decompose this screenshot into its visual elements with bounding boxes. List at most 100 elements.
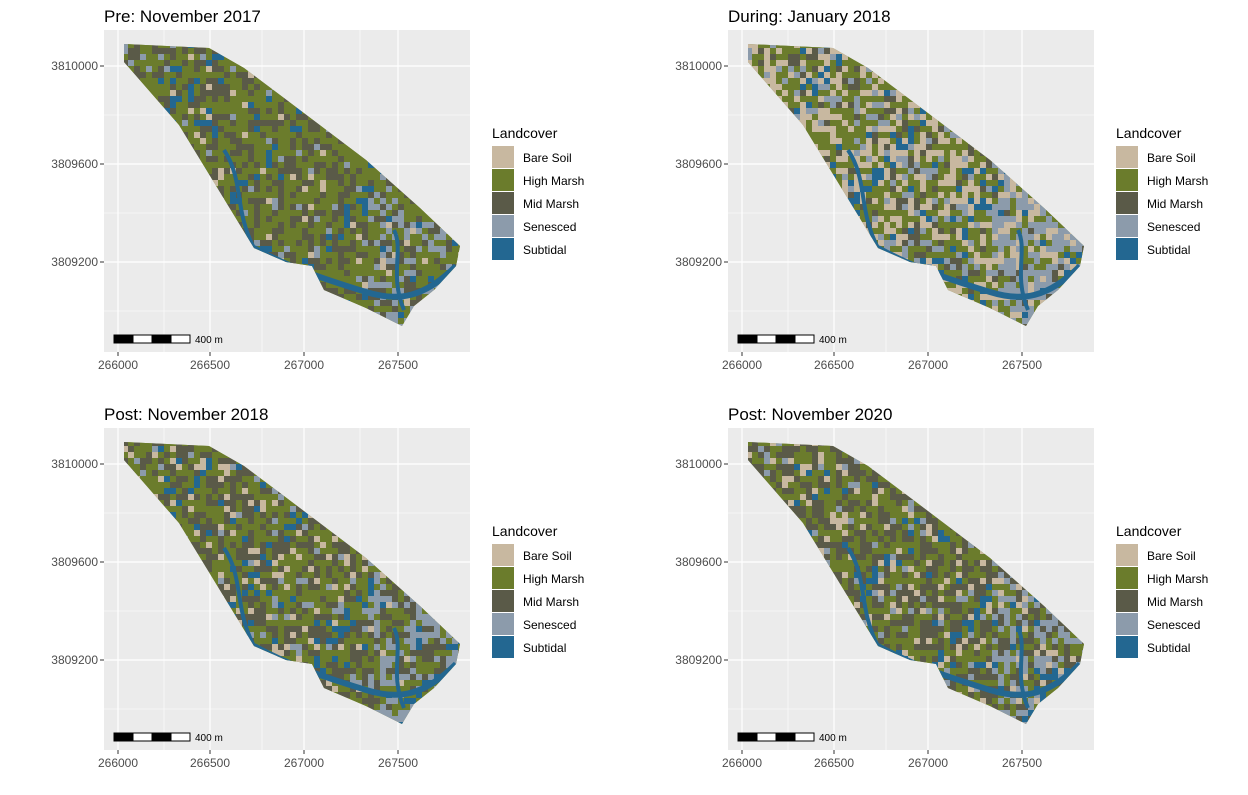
y-tick-label: 3810000 [675,59,722,73]
legend-label: Mid Marsh [523,197,579,211]
x-tick-label: 267000 [284,358,324,372]
legend-label: High Marsh [523,572,584,586]
x-tick-label: 267000 [908,756,948,770]
scale-bar-segment [151,334,172,344]
legend-label: High Marsh [1147,572,1208,586]
y-tick-label: 3809200 [675,255,722,269]
scale-bar-segment [794,732,815,742]
scale-bar-segment [775,732,796,742]
scale-bar-segment [132,732,153,742]
legend-swatch [492,169,514,191]
map-panel-2: During: January 2018 400 m 3810000 3809600 3… [675,7,1208,372]
x-tick-label: 266000 [98,756,138,770]
scale-bar-segment [737,732,758,742]
legend-swatch [1116,169,1138,191]
legend-label: Subtidal [1147,641,1190,655]
legend-swatch [492,613,514,635]
legend-swatch [1116,146,1138,168]
legend-swatch [1116,590,1138,612]
x-tick-label: 267500 [1002,756,1042,770]
y-tick-label: 3809600 [51,555,98,569]
legend: Landcover Bare Soil High Marsh Mid Marsh Sen… [1116,523,1208,658]
legend-label: Subtidal [1147,243,1190,257]
scale-bar-label: 400 m [195,733,223,744]
legend: Landcover Bare Soil High Marsh Mid Marsh Sen… [492,125,584,260]
tidal-creek [1016,627,1030,709]
panel-title: Post: November 2020 [728,405,892,424]
legend-label: Senesced [1147,220,1200,234]
legend-title: Landcover [492,125,558,141]
legend-label: Bare Soil [523,151,572,165]
tidal-creek [1016,229,1030,311]
x-tick-label: 266000 [722,358,762,372]
legend-swatch [492,544,514,566]
legend: Landcover Bare Soil High Marsh Mid Marsh Sen… [1116,125,1208,260]
legend-swatch [492,146,514,168]
y-tick-label: 3809600 [675,157,722,171]
legend-label: Mid Marsh [523,595,579,609]
legend-swatch [1116,613,1138,635]
tidal-creek [222,546,256,647]
panel-title: Pre: November 2017 [104,7,261,26]
panel-title: Post: November 2018 [104,405,268,424]
tidal-creek [846,546,880,647]
legend: Landcover Bare Soil High Marsh Mid Marsh Sen… [492,523,584,658]
y-tick-label: 3809600 [51,157,98,171]
legend-title: Landcover [1116,523,1182,539]
scale-bar: 400 m [113,334,223,346]
legend-label: Bare Soil [523,549,572,563]
legend-label: Subtidal [523,641,566,655]
legend-swatch [1116,636,1138,658]
scale-bar: 400 m [737,732,847,744]
scale-bar-segment [132,334,153,344]
legend-label: Mid Marsh [1147,197,1203,211]
legend-swatch [1116,215,1138,237]
legend-label: Bare Soil [1147,151,1196,165]
legend-label: Subtidal [523,243,566,257]
scale-bar: 400 m [113,732,223,744]
legend-label: Senesced [523,618,576,632]
scale-bar-segment [170,732,191,742]
scale-bar-segment [756,732,777,742]
y-tick-label: 3809200 [51,255,98,269]
legend-swatch [492,215,514,237]
tidal-creek [846,148,880,249]
x-tick-label: 266000 [722,756,762,770]
x-tick-label: 267500 [378,756,418,770]
legend-label: Senesced [1147,618,1200,632]
x-tick-label: 267000 [284,756,324,770]
y-tick-label: 3810000 [51,457,98,471]
legend-swatch [492,192,514,214]
x-tick-label: 266500 [190,358,230,372]
scale-bar-segment [113,732,134,742]
y-tick-label: 3809200 [51,653,98,667]
scale-bar-segment [756,334,777,344]
legend-label: High Marsh [523,174,584,188]
x-tick-label: 266500 [814,358,854,372]
tidal-creek [392,627,406,709]
legend-label: Senesced [523,220,576,234]
legend-label: High Marsh [1147,174,1208,188]
legend-label: Mid Marsh [1147,595,1203,609]
legend-swatch [492,238,514,260]
x-tick-label: 266000 [98,358,138,372]
scale-bar: 400 m [737,334,847,346]
legend-swatch [492,590,514,612]
scale-bar-label: 400 m [195,335,223,346]
legend-label: Bare Soil [1147,549,1196,563]
legend-swatch [1116,544,1138,566]
legend-swatch [1116,567,1138,589]
x-tick-label: 266500 [814,756,854,770]
x-tick-label: 267500 [378,358,418,372]
y-tick-label: 3809600 [675,555,722,569]
scale-bar-segment [737,334,758,344]
scale-bar-label: 400 m [819,733,847,744]
scale-bar-segment [151,732,172,742]
x-tick-label: 267000 [908,358,948,372]
legend-swatch [492,636,514,658]
tidal-creek [222,148,256,249]
x-tick-label: 266500 [190,756,230,770]
map-panel-3: Post: November 2018 400 m 3810000 3809600 38… [51,405,584,770]
legend-title: Landcover [1116,125,1182,141]
